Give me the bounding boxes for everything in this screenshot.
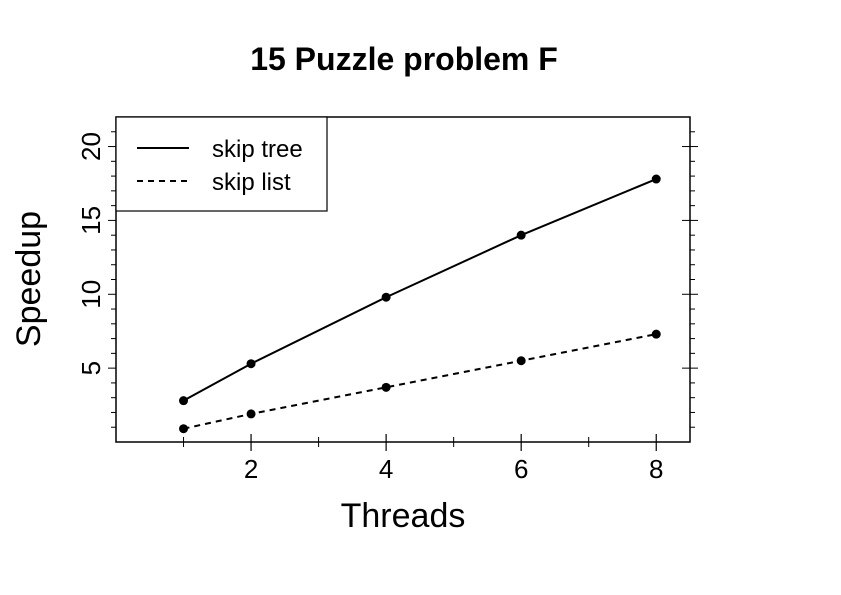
series-layer bbox=[179, 174, 661, 434]
legend-label-skip-list: skip list bbox=[212, 169, 291, 196]
x-axis: 2 4 6 8 bbox=[183, 434, 663, 484]
data-point-skip-list bbox=[179, 424, 189, 434]
y-tick-label: 20 bbox=[76, 132, 106, 161]
data-point-skip-list bbox=[246, 409, 256, 419]
series-line-skip-list bbox=[183, 333, 657, 430]
data-point-skip-list bbox=[381, 382, 391, 392]
y-tick-label: 5 bbox=[76, 361, 106, 375]
x-axis-label: Threads bbox=[341, 497, 466, 535]
data-point-skip-tree bbox=[651, 174, 661, 184]
data-point-skip-tree bbox=[179, 396, 189, 406]
legend-label-skip-tree: skip tree bbox=[212, 136, 303, 163]
y-tick-label: 10 bbox=[76, 280, 106, 309]
data-point-skip-list bbox=[516, 356, 526, 366]
y-axis-label: Speedup bbox=[10, 211, 48, 347]
x-tick-label: 6 bbox=[514, 454, 528, 484]
x-tick-label: 8 bbox=[649, 454, 663, 484]
x-tick-label: 4 bbox=[379, 454, 393, 484]
legend-box bbox=[115, 116, 328, 212]
data-point-skip-tree bbox=[516, 230, 526, 240]
data-point-skip-tree bbox=[246, 359, 256, 369]
x-tick-label: 2 bbox=[244, 454, 258, 484]
series-line-skip-tree bbox=[183, 178, 657, 402]
data-point-skip-list bbox=[651, 329, 661, 339]
data-point-skip-tree bbox=[381, 292, 391, 302]
y-tick-label: 15 bbox=[76, 206, 106, 235]
chart-title: 15 Puzzle problem F bbox=[250, 41, 558, 77]
y-axis: 5 10 15 20 bbox=[76, 131, 698, 428]
legend: skip tree skip list bbox=[115, 116, 328, 212]
